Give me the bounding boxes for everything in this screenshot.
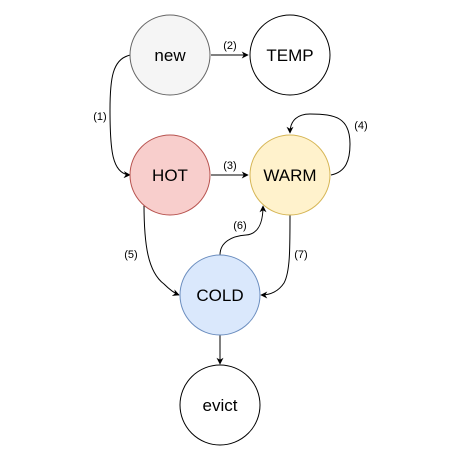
node-new-label: new — [154, 46, 186, 65]
node-new-circle — [129, 14, 211, 96]
node-evict: evict — [179, 364, 261, 446]
node-temp-label: TEMP — [266, 46, 313, 65]
edge-new-to-hot: (1) — [93, 54, 132, 179]
edge-hot-to-warm: (3) — [211, 160, 249, 179]
node-cold-circle — [179, 254, 261, 336]
node-hot-label: HOT — [152, 166, 188, 185]
node-temp: TEMP — [249, 14, 331, 96]
edge-label-6: (6) — [233, 220, 246, 232]
edge-label-7: (7) — [294, 249, 307, 261]
node-warm-circle — [249, 134, 331, 216]
edge-label-2: (2) — [223, 40, 236, 52]
edge-label-3: (3) — [223, 160, 236, 172]
node-hot-circle — [129, 134, 211, 216]
edge-label-4: (4) — [354, 120, 367, 132]
node-evict-circle — [179, 364, 261, 446]
node-temp-circle — [249, 14, 331, 96]
node-cold-label: COLD — [196, 286, 243, 305]
edge-label-1: (1) — [93, 111, 106, 123]
edge-hot-to-cold: (5) — [124, 203, 180, 296]
node-evict-label: evict — [203, 396, 238, 415]
node-warm-label: WARM — [263, 166, 316, 185]
edge-new-to-temp: (2) — [211, 40, 249, 59]
edge-label-5: (5) — [124, 249, 137, 261]
node-cold: COLD — [179, 254, 261, 336]
edge-warm-self: (4) — [286, 113, 368, 176]
edge-warm-to-cold: (7) — [260, 214, 308, 299]
node-hot: HOT — [129, 134, 211, 216]
node-warm: WARM — [249, 134, 331, 216]
edge-cold-to-warm: (6) — [219, 205, 267, 256]
node-new: new — [129, 14, 211, 96]
